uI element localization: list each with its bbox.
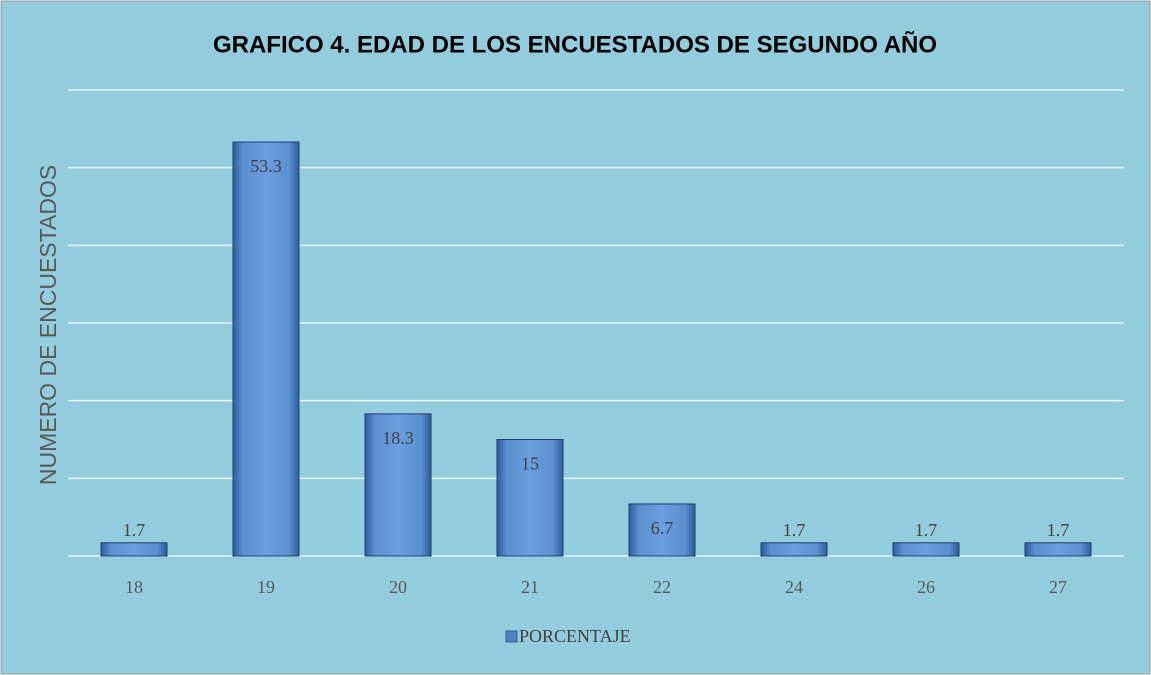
x-tick-label: 22 (653, 577, 671, 597)
bar (760, 542, 828, 557)
data-label: 6.7 (651, 518, 674, 538)
data-label: 1.7 (783, 520, 806, 540)
x-tick-label: 20 (389, 577, 407, 597)
legend-swatch (505, 630, 518, 643)
legend: PORCENTAJE (505, 626, 631, 646)
chart-title: GRAFICO 4. EDAD DE LOS ENCUESTADOS DE SE… (213, 30, 937, 58)
bar (1024, 542, 1092, 557)
x-tick-label: 18 (125, 577, 143, 597)
data-label: 1.7 (123, 520, 146, 540)
y-axis-label: NUMERO DE ENCUESTADOS (35, 165, 61, 485)
bar (100, 542, 168, 557)
data-label: 15 (521, 454, 539, 474)
bar (364, 413, 432, 557)
data-label: 1.7 (1047, 520, 1070, 540)
x-tick-label: 19 (257, 577, 275, 597)
bar (892, 542, 960, 557)
bar (232, 141, 300, 557)
x-tick-label: 26 (917, 577, 935, 597)
legend-label: PORCENTAJE (519, 626, 631, 646)
data-label: 53.3 (250, 156, 282, 176)
data-label: 1.7 (915, 520, 938, 540)
x-tick-label: 27 (1049, 577, 1067, 597)
bar (496, 439, 564, 557)
data-label: 18.3 (382, 428, 414, 448)
x-tick-label: 21 (521, 577, 539, 597)
bar (628, 503, 696, 557)
x-tick-label: 24 (785, 577, 803, 597)
